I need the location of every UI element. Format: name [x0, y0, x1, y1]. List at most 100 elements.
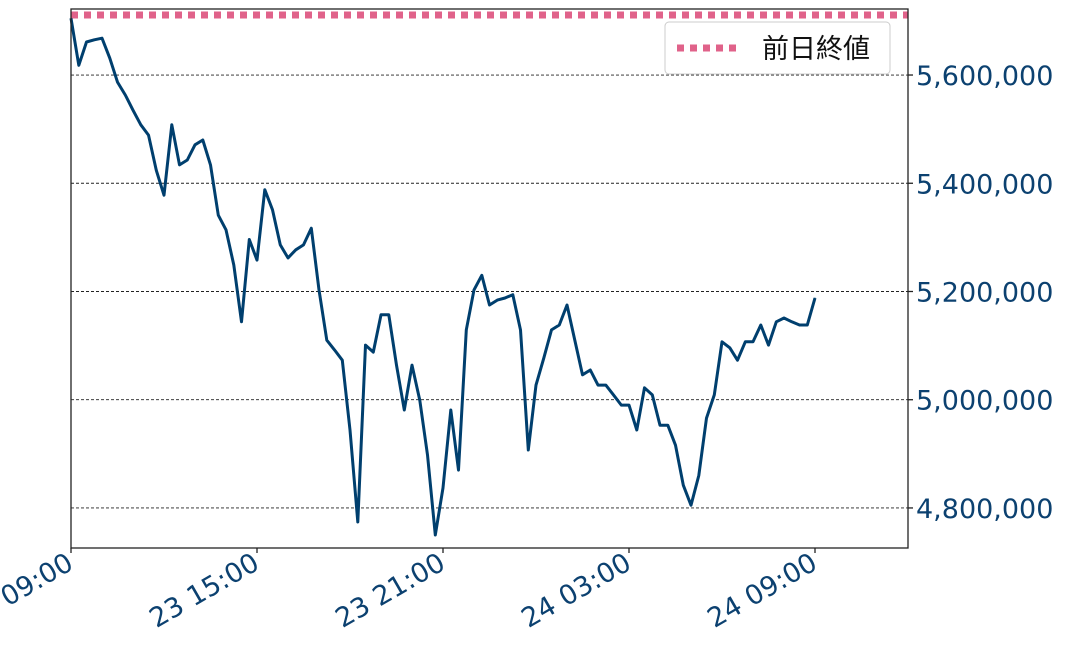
data-point [380, 314, 382, 316]
series-group [69, 17, 817, 537]
data-point [659, 424, 661, 426]
data-point [388, 314, 390, 316]
data-point [334, 349, 335, 351]
legend: 前日終値 [664, 21, 891, 75]
data-point [155, 169, 157, 171]
data-point [613, 394, 614, 396]
data-point [225, 229, 227, 231]
data-point [241, 321, 242, 323]
data-point [279, 244, 281, 246]
plot-frame [70, 8, 909, 549]
data-point [760, 324, 762, 326]
data-point [140, 124, 142, 126]
data-point [148, 134, 149, 136]
y-tick-label: 5,000,000 [916, 386, 1053, 417]
data-point [512, 294, 514, 296]
data-point [349, 429, 351, 431]
data-point [636, 429, 638, 431]
data-point [434, 534, 436, 536]
data-point [210, 164, 211, 166]
data-point [489, 304, 490, 306]
data-point [341, 359, 343, 361]
data-point [551, 329, 552, 331]
data-point [737, 359, 738, 361]
data-point [566, 304, 568, 306]
data-point [163, 194, 165, 196]
data-point [791, 321, 793, 323]
data-point [248, 239, 250, 241]
y-tick-label: 4,800,000 [916, 494, 1053, 525]
data-point [527, 449, 529, 451]
data-point [310, 227, 312, 229]
data-point [93, 39, 95, 41]
data-point [78, 64, 80, 66]
y-tick-label: 5,600,000 [916, 61, 1053, 92]
y-axis: 4,800,000 5,000,000 5,200,000 5,400,000 5,60… [908, 61, 1053, 525]
data-point [357, 521, 359, 523]
data-point [442, 487, 444, 489]
data-point [217, 214, 219, 216]
data-point [496, 299, 498, 301]
data-point [287, 257, 289, 259]
data-point [675, 444, 676, 446]
data-point [465, 329, 467, 331]
data-point [233, 264, 235, 266]
data-point [132, 109, 134, 111]
data-point [186, 159, 188, 161]
data-point [698, 474, 700, 476]
data-point [744, 341, 746, 343]
data-point [272, 209, 273, 211]
x-tick-label: 23 21:00 [330, 547, 450, 634]
data-point [403, 409, 405, 411]
data-point [419, 399, 421, 401]
y-tick-label: 5,400,000 [916, 169, 1053, 200]
data-point [194, 144, 196, 146]
data-point [768, 344, 769, 346]
data-point [450, 409, 452, 411]
data-point [256, 259, 258, 261]
legend-label-reference: 前日終値 [762, 34, 870, 65]
data-point [481, 274, 483, 276]
data-point [597, 384, 599, 386]
grid-lines [71, 74, 908, 509]
data-point [535, 384, 537, 386]
data-point [473, 289, 475, 291]
data-point [814, 297, 816, 299]
data-point [574, 339, 576, 341]
data-point [558, 324, 560, 326]
legend-box [664, 21, 891, 75]
data-point [783, 317, 785, 319]
data-point [775, 321, 777, 323]
x-tick-label: 23 15:00 [144, 547, 264, 634]
data-point [171, 124, 173, 126]
data-point [605, 384, 607, 386]
data-point [365, 344, 366, 346]
data-point [729, 347, 731, 349]
data-point [264, 189, 266, 191]
y-tick-label: 5,200,000 [916, 277, 1053, 308]
data-point [396, 364, 397, 366]
data-point [620, 404, 622, 406]
data-point [582, 374, 583, 376]
data-point [101, 37, 103, 39]
data-point [303, 244, 304, 246]
data-point [124, 94, 126, 96]
data-point [427, 454, 428, 456]
data-point [458, 469, 459, 471]
data-point [504, 297, 506, 299]
data-point [713, 394, 715, 396]
data-point [109, 57, 111, 59]
data-point [806, 324, 808, 326]
data-point [706, 417, 707, 419]
data-point [117, 81, 118, 83]
series-line [69, 17, 817, 537]
data-point [667, 424, 669, 426]
data-point [690, 504, 692, 506]
data-point [644, 387, 645, 389]
data-point [202, 139, 204, 141]
data-point [589, 369, 591, 371]
x-axis: 23 09:00 23 15:00 23 21:00 24 03:00 24 09:00 [0, 547, 823, 634]
data-point [799, 324, 800, 326]
data-point [326, 339, 328, 341]
